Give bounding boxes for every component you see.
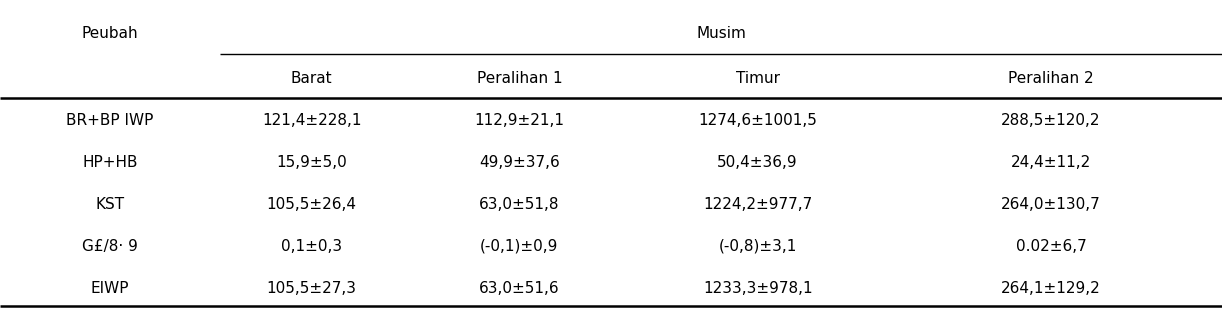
Text: 1233,3±978,1: 1233,3±978,1 <box>703 281 813 296</box>
Text: 50,4±36,9: 50,4±36,9 <box>717 155 798 170</box>
Text: 121,4±228,1: 121,4±228,1 <box>262 113 362 128</box>
Text: 105,5±27,3: 105,5±27,3 <box>266 281 357 296</box>
Text: 49,9±37,6: 49,9±37,6 <box>479 155 560 170</box>
Text: 1274,6±1001,5: 1274,6±1001,5 <box>698 113 818 128</box>
Text: 1224,2±977,7: 1224,2±977,7 <box>703 197 813 212</box>
Text: 264,0±130,7: 264,0±130,7 <box>1001 197 1101 212</box>
Text: 0.02±6,7: 0.02±6,7 <box>1015 239 1086 254</box>
Text: (-0,8)±3,1: (-0,8)±3,1 <box>719 239 797 254</box>
Text: 0,1±0,3: 0,1±0,3 <box>281 239 342 254</box>
Text: 63,0±51,6: 63,0±51,6 <box>479 281 560 296</box>
Text: EIWP: EIWP <box>90 281 130 296</box>
Text: 63,0±51,8: 63,0±51,8 <box>479 197 560 212</box>
Text: 105,5±26,4: 105,5±26,4 <box>266 197 357 212</box>
Text: Barat: Barat <box>291 71 332 86</box>
Text: HP+HB: HP+HB <box>82 155 138 170</box>
Text: Musim: Musim <box>697 26 745 41</box>
Text: BR+BP IWP: BR+BP IWP <box>66 113 154 128</box>
Text: Peralihan 2: Peralihan 2 <box>1008 71 1094 86</box>
Text: G£/8‧ 9: G£/8‧ 9 <box>82 239 138 254</box>
Text: Peralihan 1: Peralihan 1 <box>477 71 562 86</box>
Text: Peubah: Peubah <box>82 26 138 41</box>
Text: 264,1±129,2: 264,1±129,2 <box>1001 281 1101 296</box>
Text: KST: KST <box>95 197 125 212</box>
Text: Timur: Timur <box>736 71 780 86</box>
Text: 24,4±11,2: 24,4±11,2 <box>1011 155 1091 170</box>
Text: 15,9±5,0: 15,9±5,0 <box>276 155 347 170</box>
Text: 112,9±21,1: 112,9±21,1 <box>474 113 565 128</box>
Text: (-0,1)±0,9: (-0,1)±0,9 <box>480 239 558 254</box>
Text: 288,5±120,2: 288,5±120,2 <box>1001 113 1101 128</box>
